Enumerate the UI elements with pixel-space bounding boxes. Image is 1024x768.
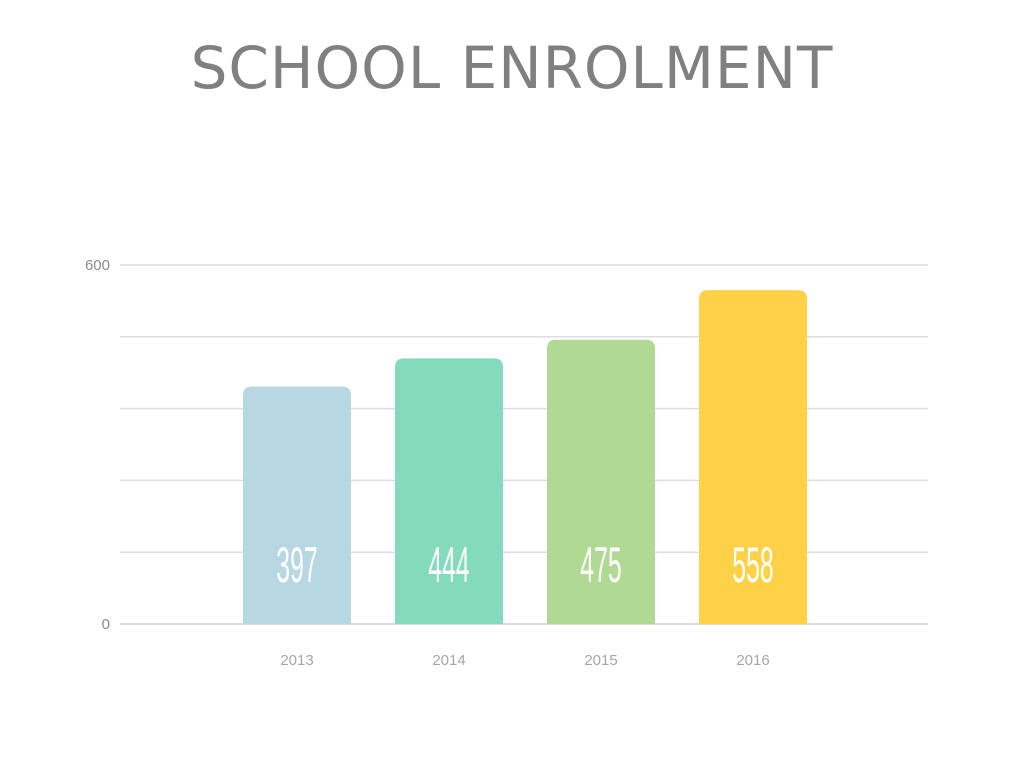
- bar-2014: [395, 358, 503, 624]
- value-label-2015: 475: [580, 538, 621, 594]
- value-label-2014: 444: [428, 538, 469, 594]
- value-label-2016: 558: [732, 538, 773, 594]
- x-tick-label-2015: 2015: [584, 652, 617, 669]
- y-tick-label-0: 0: [102, 616, 110, 633]
- bar-2015: [547, 339, 655, 624]
- value-labels: 397 444 475 558: [276, 538, 773, 594]
- value-label-2013: 397: [276, 538, 317, 594]
- chart-title: SCHOOL ENROLMENT: [190, 34, 834, 102]
- y-tick-label-600: 600: [85, 257, 110, 274]
- bar-2016: [699, 290, 807, 624]
- y-axis-ticks: 0 600: [85, 257, 110, 633]
- x-tick-label-2014: 2014: [432, 652, 465, 669]
- bar-2013: [243, 386, 351, 624]
- x-tick-label-2016: 2016: [736, 652, 769, 669]
- x-axis-ticks: 2013 2014 2015 2016: [280, 652, 769, 669]
- bars: [243, 290, 807, 624]
- x-tick-label-2013: 2013: [280, 652, 313, 669]
